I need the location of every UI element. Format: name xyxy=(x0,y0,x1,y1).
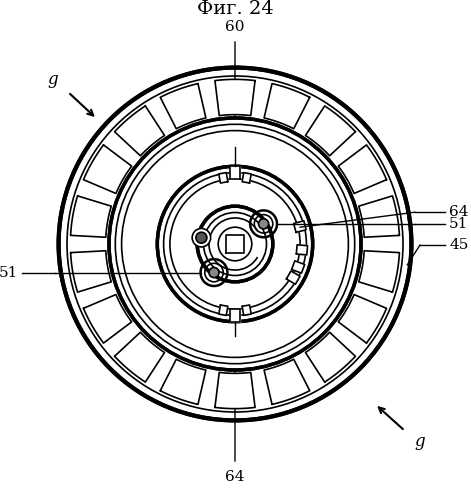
Polygon shape xyxy=(215,372,255,409)
Text: 51: 51 xyxy=(0,265,18,279)
Circle shape xyxy=(58,67,411,420)
Polygon shape xyxy=(83,145,132,194)
Polygon shape xyxy=(264,359,310,404)
Polygon shape xyxy=(292,261,305,273)
Polygon shape xyxy=(114,332,164,382)
Polygon shape xyxy=(338,294,387,343)
Polygon shape xyxy=(114,106,164,156)
Polygon shape xyxy=(215,79,255,116)
Polygon shape xyxy=(71,251,111,292)
Text: 51: 51 xyxy=(449,217,468,231)
Polygon shape xyxy=(242,173,251,183)
Polygon shape xyxy=(359,251,399,292)
Text: g: g xyxy=(48,70,58,87)
Polygon shape xyxy=(226,235,244,253)
Text: g: g xyxy=(414,434,425,451)
Polygon shape xyxy=(230,166,240,179)
Polygon shape xyxy=(160,359,206,404)
Polygon shape xyxy=(230,309,240,322)
Text: 60: 60 xyxy=(225,20,245,34)
Polygon shape xyxy=(293,221,306,233)
Polygon shape xyxy=(71,196,111,237)
Polygon shape xyxy=(359,196,399,237)
Polygon shape xyxy=(264,83,310,129)
Polygon shape xyxy=(160,83,206,129)
Text: Фиг. 24: Фиг. 24 xyxy=(196,0,273,18)
Polygon shape xyxy=(219,173,228,183)
Circle shape xyxy=(109,118,361,370)
Polygon shape xyxy=(306,106,356,156)
Circle shape xyxy=(209,267,219,277)
Circle shape xyxy=(192,229,211,247)
Polygon shape xyxy=(242,305,251,315)
Polygon shape xyxy=(296,245,308,255)
Circle shape xyxy=(197,206,273,282)
Polygon shape xyxy=(83,294,132,343)
Circle shape xyxy=(157,166,313,322)
Text: 64: 64 xyxy=(449,205,469,219)
Circle shape xyxy=(259,219,268,229)
Text: 64: 64 xyxy=(225,470,245,484)
Circle shape xyxy=(196,232,207,243)
Text: 45: 45 xyxy=(449,238,468,252)
Polygon shape xyxy=(306,332,356,382)
Polygon shape xyxy=(338,145,387,194)
Polygon shape xyxy=(286,271,300,284)
Polygon shape xyxy=(219,305,228,315)
Circle shape xyxy=(218,227,252,261)
